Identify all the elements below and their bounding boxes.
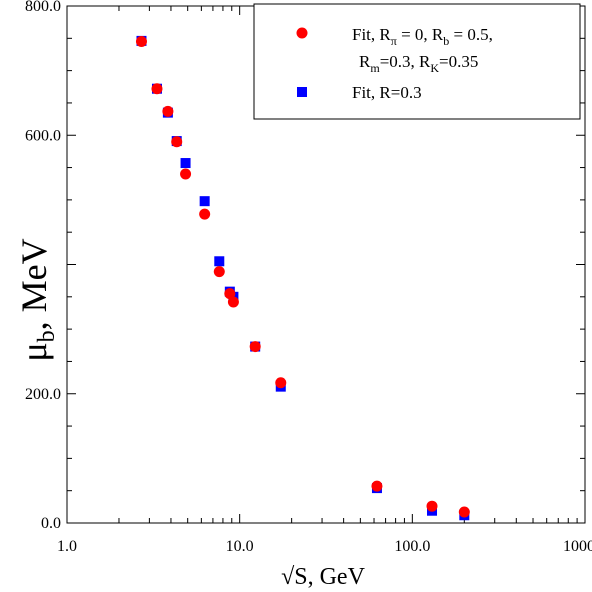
data-point-circle: [162, 105, 174, 117]
data-point-circle: [199, 208, 211, 220]
data-point-circle: [249, 341, 261, 353]
legend-entry-2: Fit, R=0.3: [352, 83, 422, 102]
y-tick-label: 600.0: [25, 127, 61, 144]
data-points: [135, 35, 470, 521]
data-point-circle: [224, 288, 236, 300]
data-point-circle: [135, 36, 147, 48]
y-tick-label: 200.0: [25, 386, 61, 403]
data-point-square: [199, 196, 210, 207]
data-point-circle: [180, 168, 192, 180]
data-point-circle: [371, 480, 383, 492]
x-tick-label: 100.0: [394, 538, 430, 555]
x-tick-labels: 1.0 10.0 100.0 1000.0: [57, 538, 592, 555]
data-point-square: [214, 256, 225, 267]
x-tick-label: 1.0: [57, 538, 77, 555]
data-point-circle: [275, 377, 287, 389]
data-point-circle: [426, 500, 438, 512]
data-point-circle: [458, 506, 470, 518]
y-axis-title: μb, MeV: [14, 238, 60, 361]
legend-marker-circle: [296, 27, 308, 39]
x-tick-label: 1000.0: [563, 538, 592, 555]
legend-entry-1-line-2: Rm=0.3, RK=0.35: [359, 52, 478, 75]
x-axis-title: √S, GeV: [281, 564, 366, 590]
data-point-square: [180, 158, 191, 169]
legend-marker-square: [297, 87, 307, 97]
data-point-circle: [227, 296, 239, 308]
data-point-circle: [151, 83, 163, 95]
legend: Fit, Rπ = 0, Rb = 0.5, Rm=0.3, RK=0.35 F…: [253, 3, 581, 120]
y-tick-label: 0.0: [41, 515, 61, 532]
legend-box: [253, 3, 581, 120]
x-tick-label: 10.0: [226, 538, 254, 555]
y-tick-labels: 0.0 200.0 600.0 800.0: [25, 0, 61, 532]
data-point-circle: [213, 266, 225, 278]
y-tick-label: 800.0: [25, 0, 61, 15]
legend-entry-1-line-1: Fit, Rπ = 0, Rb = 0.5,: [352, 25, 493, 48]
data-point-circle: [171, 136, 183, 148]
